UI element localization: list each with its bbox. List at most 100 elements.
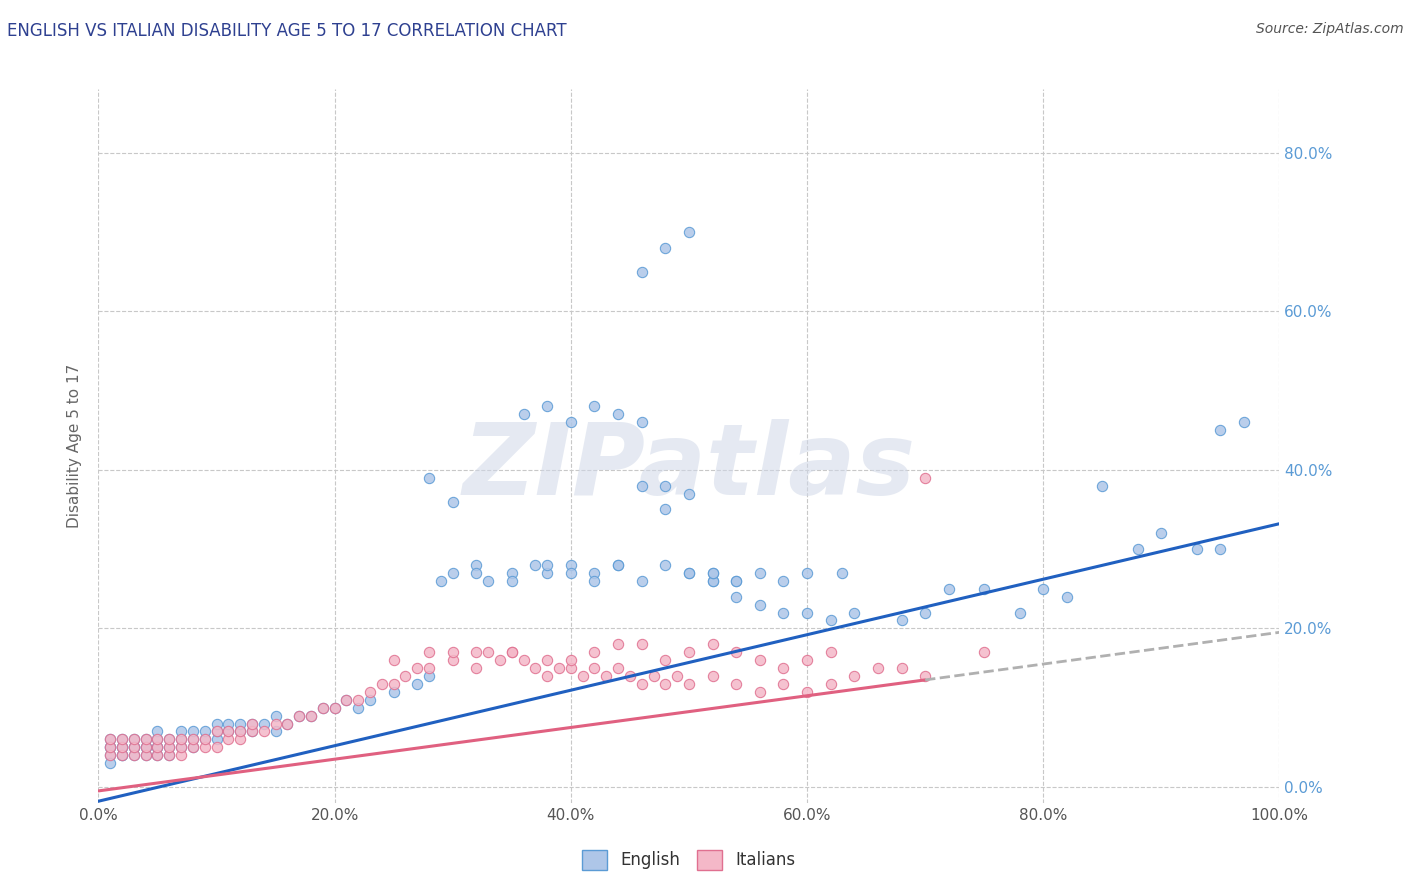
Point [157,740,180,755]
Point [299,708,322,723]
Point [524,558,547,572]
Point [702,637,724,651]
Point [181,740,204,755]
Point [501,645,523,659]
Point [194,724,217,739]
Point [844,606,866,620]
Point [630,478,652,492]
Point [264,716,287,731]
Point [560,653,582,667]
Point [820,645,842,659]
Point [796,566,818,580]
Point [973,645,995,659]
Point [702,566,724,580]
Point [98,732,121,747]
Point [347,700,370,714]
Point [323,700,346,714]
Point [796,653,818,667]
Point [678,645,700,659]
Point [406,677,429,691]
Point [122,740,145,755]
Point [630,415,652,429]
Point [441,653,464,667]
Point [1126,542,1149,557]
Point [441,494,464,508]
Point [465,645,488,659]
Point [276,716,298,731]
Point [146,740,169,755]
Point [312,700,335,714]
Point [264,724,287,739]
Point [1032,582,1054,596]
Point [229,716,252,731]
Text: ZIPatlas: ZIPatlas [463,419,915,516]
Point [157,748,180,763]
Point [890,614,912,628]
Point [725,645,748,659]
Point [654,558,676,572]
Point [394,669,416,683]
Point [111,740,134,755]
Point [772,574,794,588]
Point [607,661,630,675]
Point [122,748,145,763]
Point [866,661,889,675]
Point [1209,423,1232,437]
Point [359,692,381,706]
Point [501,574,523,588]
Point [501,645,523,659]
Point [914,471,936,485]
Point [98,748,121,763]
Point [560,415,582,429]
Point [288,708,311,723]
Point [524,661,547,675]
Text: ENGLISH VS ITALIAN DISABILITY AGE 5 TO 17 CORRELATION CHART: ENGLISH VS ITALIAN DISABILITY AGE 5 TO 1… [7,22,567,40]
Point [205,724,228,739]
Point [772,677,794,691]
Point [725,574,748,588]
Point [146,748,169,763]
Point [229,724,252,739]
Point [217,724,239,739]
Point [371,677,394,691]
Point [619,669,641,683]
Point [607,558,630,572]
Point [181,732,204,747]
Point [796,606,818,620]
Point [205,740,228,755]
Y-axis label: Disability Age 5 to 17: Disability Age 5 to 17 [67,364,83,528]
Point [536,669,558,683]
Point [111,732,134,747]
Point [560,558,582,572]
Point [205,724,228,739]
Point [382,677,405,691]
Legend: English, Italians: English, Italians [575,843,803,877]
Point [323,700,346,714]
Point [98,740,121,755]
Point [595,669,617,683]
Point [359,685,381,699]
Point [465,661,488,675]
Point [157,732,180,747]
Point [678,566,700,580]
Point [678,566,700,580]
Point [181,724,204,739]
Point [98,732,121,747]
Point [146,740,169,755]
Point [146,724,169,739]
Point [111,732,134,747]
Point [135,740,157,755]
Point [844,669,866,683]
Point [973,582,995,596]
Point [170,748,193,763]
Point [382,685,405,699]
Point [477,645,499,659]
Point [288,708,311,723]
Point [748,566,770,580]
Point [536,558,558,572]
Point [630,677,652,691]
Point [630,264,652,278]
Point [146,740,169,755]
Point [194,732,217,747]
Point [111,748,134,763]
